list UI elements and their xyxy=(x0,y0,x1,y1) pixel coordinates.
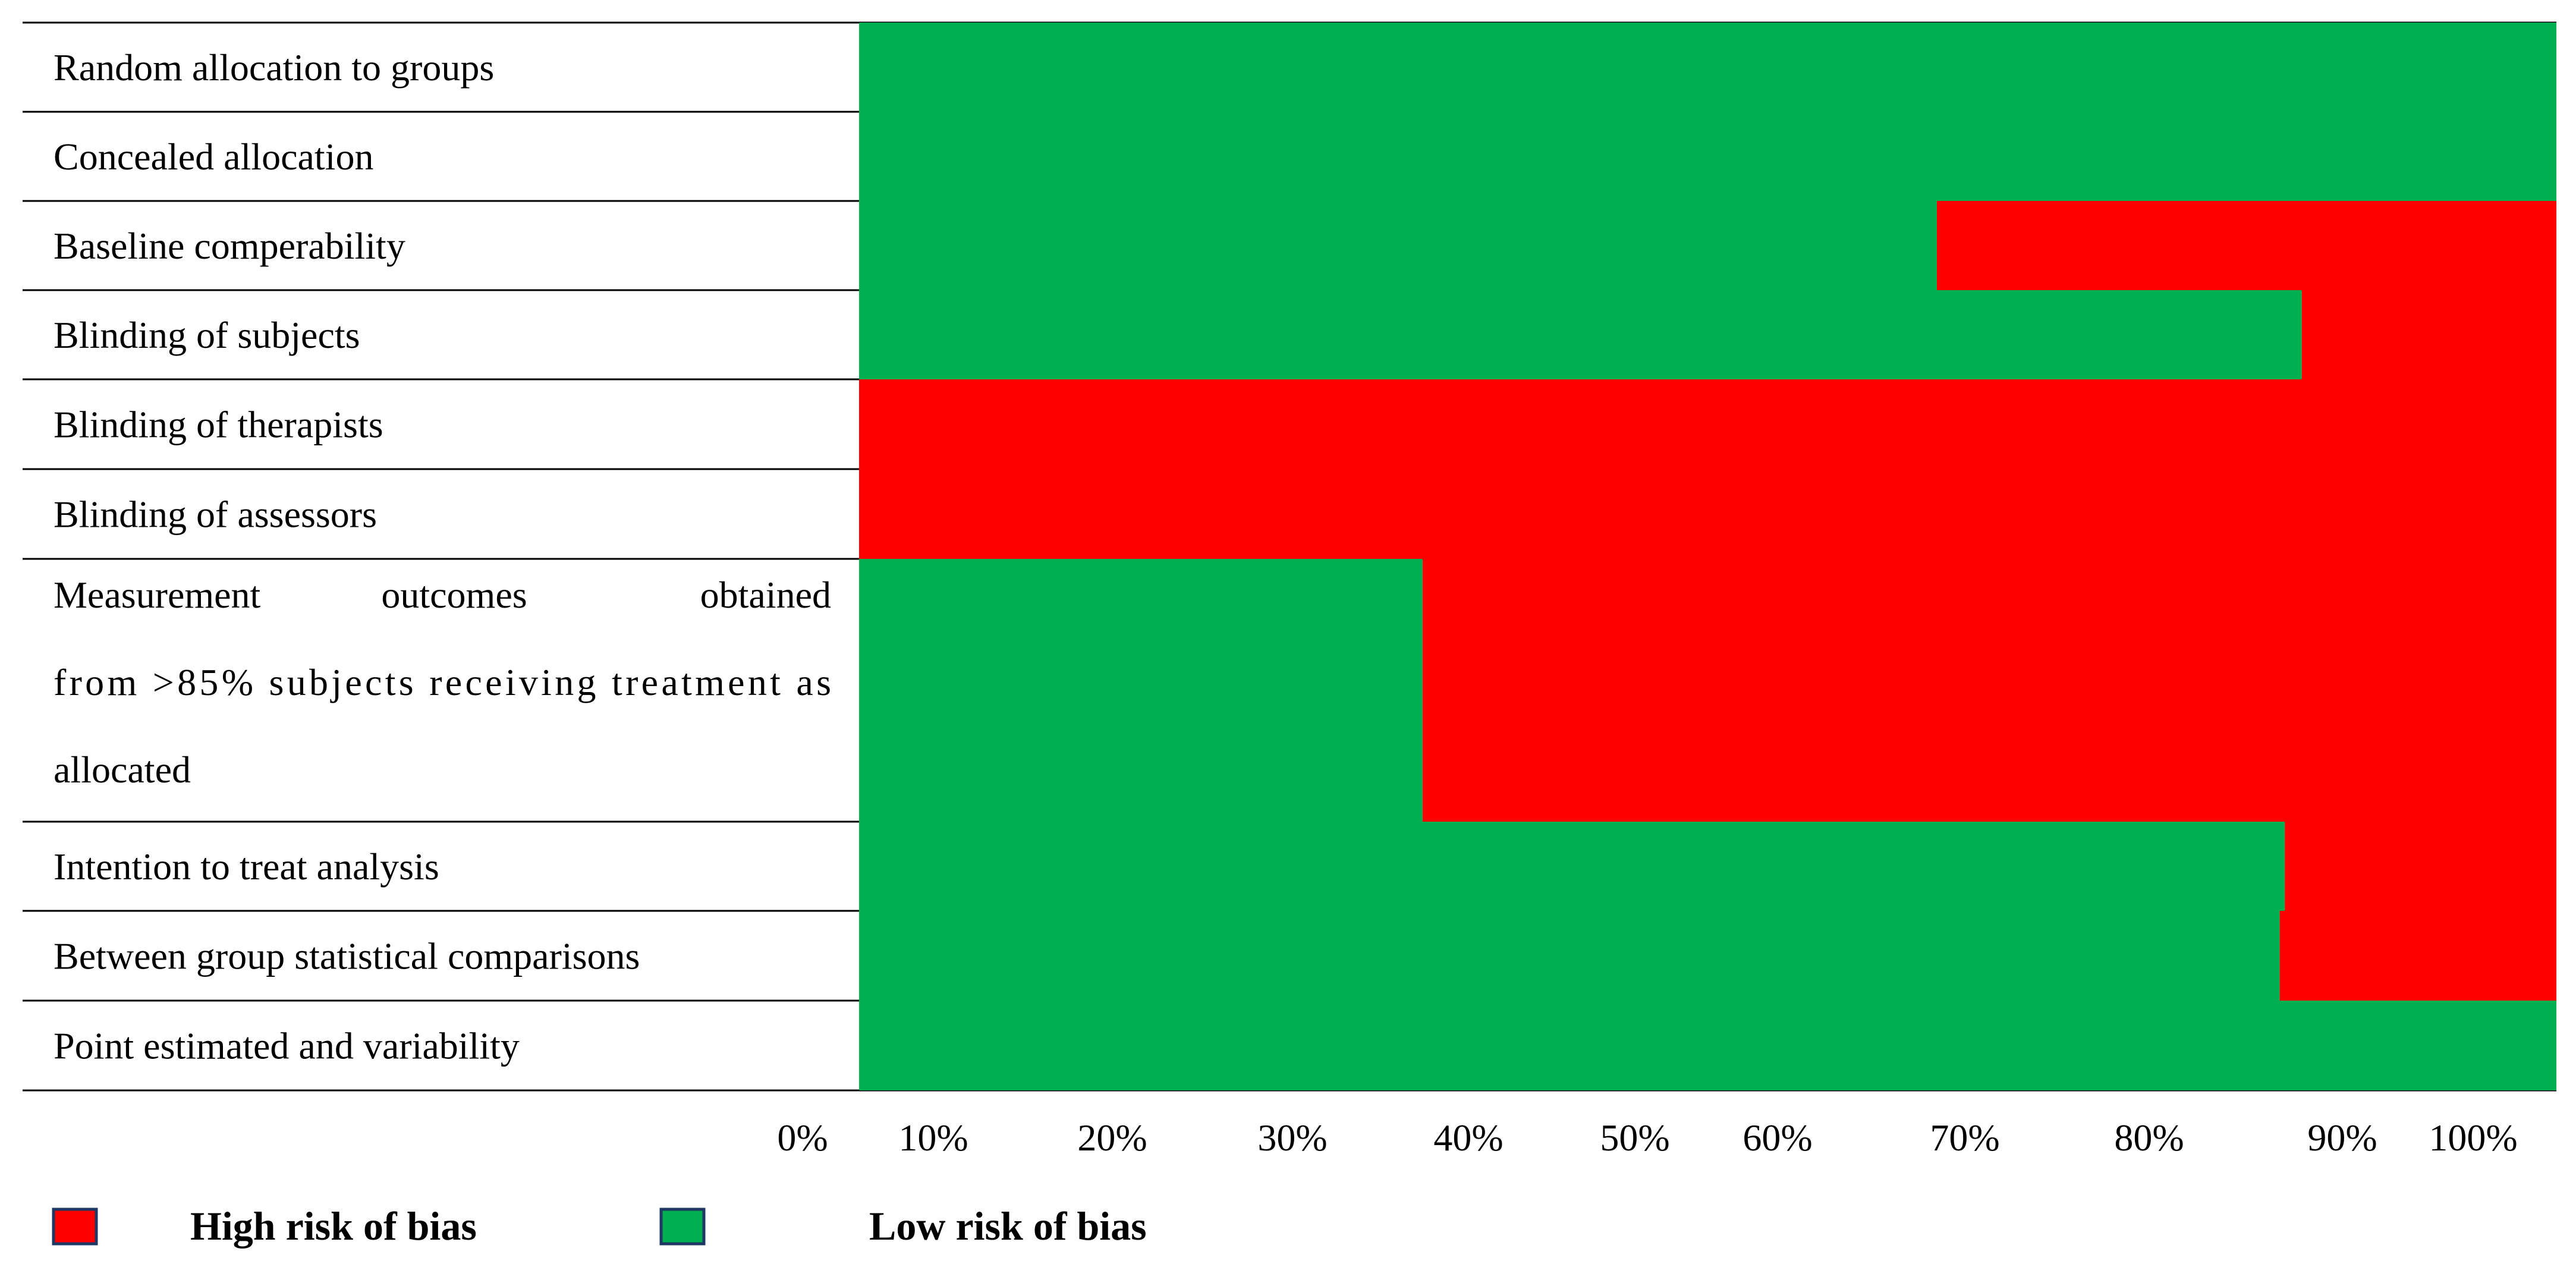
row-label: Blinding of therapists xyxy=(54,404,383,446)
x-tick-label: 50% xyxy=(1600,1117,1669,1159)
row-label: Random allocation to groups xyxy=(54,46,494,89)
bar-high-risk-7 xyxy=(1422,559,2556,822)
bar-low-risk-9 xyxy=(859,911,2280,1001)
bar-high-risk-8 xyxy=(2285,822,2556,911)
bar-high-risk-5 xyxy=(859,379,2556,469)
row-label: Intention to treat analysis xyxy=(54,845,439,888)
bar-high-risk-3 xyxy=(1936,201,2556,290)
row-label: Concealed allocation xyxy=(54,136,373,178)
row-label: Blinding of subjects xyxy=(54,314,360,356)
x-tick-label: 40% xyxy=(1433,1117,1503,1159)
row-label-line: allocated xyxy=(54,749,191,791)
bar-low-risk-7 xyxy=(859,559,1423,822)
bar-low-risk-10 xyxy=(859,1001,2556,1090)
x-tick-label: 20% xyxy=(1077,1117,1147,1159)
row-label-word: Measurement xyxy=(54,574,261,616)
row-labels: Random allocation to groups Concealed all… xyxy=(54,46,831,1067)
legend-label: Low risk of bias xyxy=(869,1203,1147,1249)
row-label-word: outcomes xyxy=(381,574,527,616)
legend: High risk of bias Low risk of bias xyxy=(52,1203,1147,1249)
x-tick-label: 60% xyxy=(1743,1117,1812,1159)
bars xyxy=(859,23,2556,1090)
legend-swatch-high-risk xyxy=(52,1208,98,1246)
row-label-word: obtained xyxy=(700,574,831,616)
row-label: Point estimated and variability xyxy=(54,1025,520,1067)
bar-low-risk-3 xyxy=(859,201,1937,290)
bar-high-risk-4 xyxy=(2301,290,2556,379)
row-label: Baseline comperability xyxy=(54,225,405,267)
x-tick-label: 100% xyxy=(2429,1117,2517,1159)
x-tick-label: 30% xyxy=(1257,1117,1327,1159)
x-tick-label: 0% xyxy=(777,1117,828,1159)
bar-low-risk-4 xyxy=(859,290,2302,379)
row-label: Between group statistical comparisons xyxy=(54,935,640,977)
bar-high-risk-6 xyxy=(859,469,2556,559)
legend-swatch-low-risk xyxy=(659,1208,706,1246)
bar-low-risk-2 xyxy=(859,112,2556,201)
row-label-line: from >85% subjects receiving treatment a… xyxy=(54,661,831,703)
legend-label: High risk of bias xyxy=(190,1203,477,1249)
bar-low-risk-8 xyxy=(859,822,2285,911)
bar-high-risk-9 xyxy=(2279,911,2556,1001)
row-label: Blinding of assessors xyxy=(54,493,377,536)
bar-low-risk-1 xyxy=(859,23,2556,112)
x-tick-label: 90% xyxy=(2307,1117,2377,1159)
x-axis-ticks: 0% 10% 20% 30% 40% 50% 60% 70% 80% 90% 100% xyxy=(777,1117,2517,1159)
x-tick-label: 10% xyxy=(898,1117,968,1159)
x-tick-label: 80% xyxy=(2114,1117,2184,1159)
x-tick-label: 70% xyxy=(1930,1117,1999,1159)
